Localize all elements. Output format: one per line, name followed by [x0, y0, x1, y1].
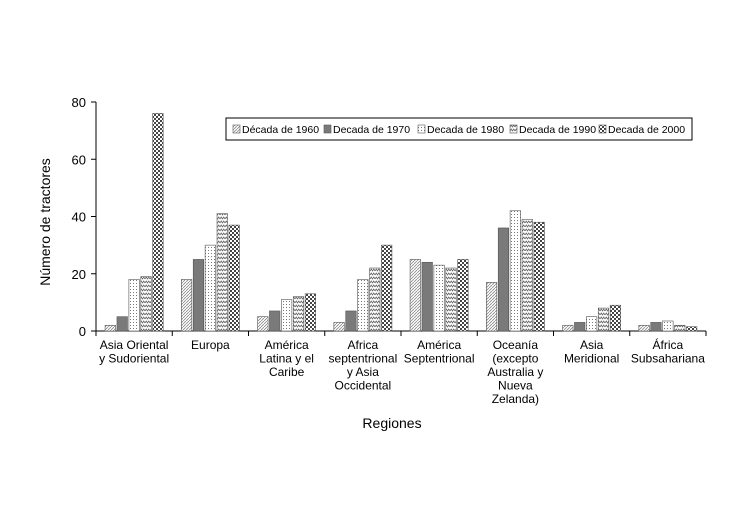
category-label: Africa septentrional y Asia Occidental: [329, 338, 398, 393]
bar: [181, 279, 193, 332]
category-label: América Septentrional: [404, 338, 475, 366]
legend-label: Decada de 2000: [608, 124, 685, 136]
bar: [128, 279, 140, 332]
legend-label: Decada de 1970: [333, 124, 410, 136]
bar: [445, 267, 457, 332]
bar: [609, 304, 621, 332]
category-label: África Subsahariana: [631, 337, 705, 366]
bar: [140, 276, 152, 332]
bar: [674, 324, 686, 332]
legend-label: Década de 1960: [242, 124, 319, 136]
y-axis-title: Número de tractores: [37, 158, 53, 286]
bar: [509, 210, 521, 332]
bar: [574, 322, 586, 332]
y-tick-label: 0: [79, 324, 86, 339]
bar: [369, 267, 381, 332]
y-axis: 0 20 40 60 80: [72, 95, 97, 339]
bar: [204, 244, 216, 332]
bar: [597, 307, 610, 332]
legend-swatch: [232, 124, 241, 134]
bar: [686, 326, 698, 332]
bar: [333, 322, 345, 332]
category-labels: Asia Oriental y Sudoriental Europa América L…: [99, 337, 705, 406]
category-label: Oceanía (excepto Australia y Nueva Zelanda): [487, 338, 543, 406]
bar: [457, 259, 469, 332]
bar: [381, 244, 393, 332]
bar: [304, 293, 316, 332]
legend-swatch: [323, 124, 332, 134]
bar: [421, 261, 433, 332]
legend-frame: [225, 117, 693, 141]
bar: [650, 322, 662, 332]
bars: [104, 113, 698, 332]
bar: [486, 282, 498, 332]
bar: [228, 224, 240, 332]
legend-label: Decada de 1990: [519, 124, 596, 136]
bar: [345, 310, 357, 332]
bar: [497, 227, 510, 332]
legend-swatch: [598, 124, 607, 134]
x-axis-title: Regiones: [362, 415, 421, 431]
bar: [216, 213, 228, 332]
legend-swatch: [509, 124, 518, 134]
category-label: Asia Oriental y Sudoriental: [99, 338, 169, 366]
bar: [638, 324, 650, 332]
bar: [281, 299, 293, 332]
bar: [357, 279, 369, 332]
category-label: América Latina y el Caribe: [259, 338, 314, 379]
bar: [409, 259, 421, 332]
bar: [104, 324, 116, 332]
bar: [116, 316, 128, 332]
bar: [192, 259, 205, 332]
bar: [662, 320, 674, 332]
bar: [152, 113, 164, 332]
y-tick-label: 60: [72, 152, 86, 167]
y-tick-label: 20: [72, 267, 86, 282]
category-label: Europa: [191, 338, 230, 352]
bar: [433, 264, 445, 332]
bar: [562, 324, 574, 332]
legend-swatch: [417, 124, 426, 134]
y-tick-label: 80: [72, 95, 86, 110]
legend-label: Decada de 1980: [427, 124, 504, 136]
legend: Década de 1960 Decada de 1970 Decada de 19…: [225, 117, 693, 141]
bar: [292, 296, 305, 332]
bar: [521, 219, 533, 332]
x-axis: [95, 330, 707, 336]
bar: [257, 316, 269, 332]
bar: [533, 221, 545, 332]
bar: [586, 316, 598, 332]
bar: [269, 310, 281, 332]
y-tick-label: 40: [72, 210, 86, 225]
category-label: Asia Meridional: [564, 338, 619, 366]
